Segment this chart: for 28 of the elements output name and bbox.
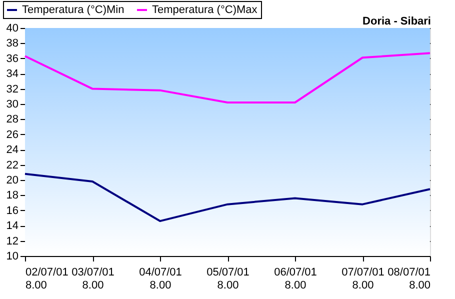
x-tick-label: 03/07/01 8.00 xyxy=(72,266,114,292)
chart-title: Doria - Sibari xyxy=(362,16,431,28)
y-tick-label: 36 xyxy=(6,52,18,65)
y-tick-label: 18 xyxy=(6,190,18,202)
y-tick-label: 10 xyxy=(6,250,18,262)
y-tick-label: 24 xyxy=(6,144,18,156)
y-tick-label: 20 xyxy=(6,174,18,186)
x-tick-label: 05/07/01 8.00 xyxy=(206,266,250,292)
y-tick-label: 16 xyxy=(6,204,18,217)
x-tick-label: 08/07/01 8.00 xyxy=(388,266,430,292)
legend-label: Temperatura (°C)Max xyxy=(152,4,258,16)
legend-label: Temperatura (°C)Min xyxy=(22,4,124,16)
y-tick-label: 30 xyxy=(6,98,18,110)
x-tick-label: 06/07/01 8.00 xyxy=(274,266,317,292)
y-tick-label: 38 xyxy=(6,38,18,50)
x-tick-label: 07/07/01 8.00 xyxy=(342,266,384,292)
y-tick-label: 32 xyxy=(6,83,18,96)
x-tick-label: 02/07/01 8.00 xyxy=(26,266,68,292)
y-tick-label: 40 xyxy=(6,22,18,34)
y-tick-label: 14 xyxy=(6,220,18,232)
y-tick-label: 28 xyxy=(6,114,18,126)
line-series xyxy=(24,52,431,104)
y-tick-label: 34 xyxy=(6,68,18,80)
y-tick-label: 22 xyxy=(6,159,18,172)
x-tick-label: 04/07/01 8.00 xyxy=(139,266,182,292)
y-tick-label: 12 xyxy=(6,235,18,248)
y-tick-label: 26 xyxy=(6,128,18,141)
line-series xyxy=(24,172,431,222)
